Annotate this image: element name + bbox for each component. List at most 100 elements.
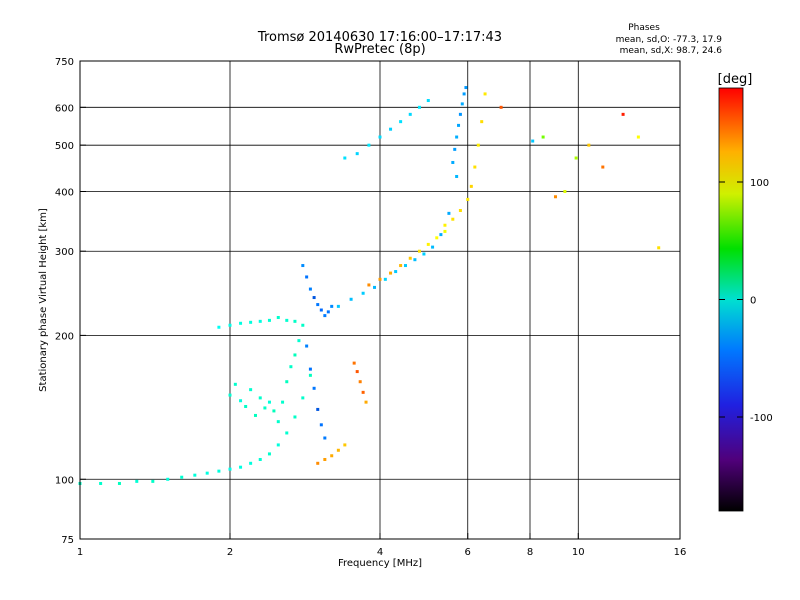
data-point [239,399,243,403]
data-point [403,264,407,268]
data-point [267,452,271,456]
y-axis-label: Stationary phase Virtual Height [km] [38,208,49,392]
data-point [316,303,320,307]
data-point [426,99,430,103]
y-tick-label: 75 [61,535,74,546]
data-point [267,400,271,404]
data-point [258,396,262,400]
data-point [408,256,412,260]
data-point [367,143,371,147]
data-point [399,264,403,268]
data-point [135,479,139,483]
x-axis-label: Frequency [MHz] [338,558,422,569]
data-point [553,195,557,199]
data-point [457,123,461,127]
colorbar-tick-label: -100 [750,413,773,424]
data-point [330,454,334,458]
data-point [312,386,316,390]
data-point [394,270,398,274]
data-point [239,465,243,469]
data-points [78,86,661,485]
data-point [180,475,184,479]
colorbar-tick-label: 0 [750,296,756,307]
data-point [253,413,257,417]
phases-o-stats: mean, sd,O: -77.3, 17.9 [616,35,723,45]
data-point [462,92,466,96]
x-axis: 1 2 4 6 8 10 16 [77,533,687,558]
data-point [272,409,276,413]
data-point [355,370,359,374]
data-point [326,310,330,314]
y-tick-label: 400 [55,187,74,198]
data-point [378,135,382,139]
phases-heading: Phases [628,23,660,33]
data-point [193,473,197,477]
data-point [443,223,447,227]
data-point [312,296,316,300]
data-point [451,217,455,221]
data-point [285,380,289,384]
data-point [636,135,640,139]
data-point [435,236,439,240]
data-point [305,275,309,279]
data-point [378,277,382,281]
x-tick-label: 8 [527,547,533,558]
data-point [258,319,262,323]
x-tick-label: 16 [674,547,687,558]
data-point [587,143,591,147]
data-point [293,415,297,419]
data-point [276,443,280,447]
data-point [233,382,237,386]
data-point [352,361,356,365]
data-point [408,112,412,116]
phases-x-stats: mean, sd,X: 98.7, 24.6 [620,46,723,56]
data-point [383,277,387,281]
colorbar-label: [deg] [718,72,753,87]
data-point [483,92,487,96]
y-tick-label: 500 [55,141,74,152]
data-point [601,165,605,169]
data-point [349,297,353,301]
data-point [367,283,371,287]
colorbar-ticks: 100 0 -100 [719,178,773,424]
x-tick-label: 6 [465,547,471,558]
data-point [531,139,535,143]
data-point [336,304,340,308]
data-point [308,373,312,377]
data-point [293,319,297,323]
data-point [319,423,323,427]
data-point [455,174,459,178]
data-point [574,156,578,160]
data-point [389,127,393,131]
data-point [480,120,484,124]
data-point [316,461,320,465]
data-point [151,479,155,483]
data-point [473,165,477,169]
y-tick-label: 200 [55,331,74,342]
data-point [343,443,347,447]
data-point [563,189,567,193]
data-point [249,388,253,392]
data-point [417,105,421,109]
data-point [293,353,297,357]
data-point [330,304,334,308]
data-point [239,321,243,325]
data-point [308,287,312,291]
data-point [289,365,293,369]
data-point [464,86,468,90]
data-point [361,390,365,394]
data-point [301,323,305,327]
data-point [323,436,327,440]
grid [80,61,680,539]
data-point [373,285,377,289]
data-point [431,245,435,249]
data-point [451,160,455,164]
data-point [285,431,289,435]
data-point [355,152,359,156]
data-point [308,367,312,371]
data-point [389,271,393,275]
data-point [301,264,305,268]
data-point [417,249,421,253]
data-point [217,325,221,329]
data-point [319,308,323,312]
